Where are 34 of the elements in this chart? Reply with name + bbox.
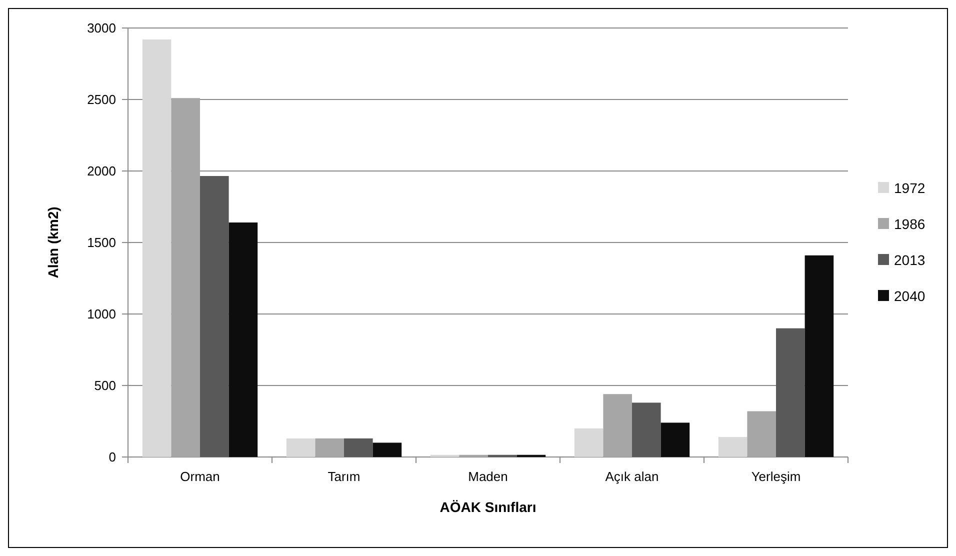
- x-tick-label: Tarım: [328, 469, 360, 484]
- legend-label: 1986: [894, 216, 926, 232]
- bar: [660, 422, 690, 457]
- x-tick-label: Yerleşim: [751, 469, 801, 484]
- y-tick-label: 1000: [87, 306, 116, 322]
- y-tick-label: 3000: [87, 20, 116, 36]
- y-tick-label: 500: [94, 378, 116, 394]
- bar: [344, 438, 373, 457]
- bar: [603, 394, 632, 457]
- bar: [718, 436, 748, 457]
- y-axis-title: Alan (km2): [45, 206, 61, 278]
- legend-label: 1972: [894, 180, 926, 196]
- bar: [747, 411, 776, 457]
- bar: [804, 255, 834, 457]
- bar: [171, 98, 200, 457]
- bar: [372, 442, 402, 457]
- bar: [776, 328, 805, 457]
- bar: [228, 222, 258, 457]
- bar: [286, 438, 316, 457]
- bar: [315, 438, 344, 457]
- x-tick-label: Maden: [468, 469, 508, 484]
- x-tick-label: Orman: [180, 469, 220, 484]
- y-tick-label: 2000: [87, 164, 116, 179]
- y-tick-label: 0: [108, 450, 116, 465]
- bar: [632, 402, 661, 457]
- x-axis-title: AÖAK Sınıfları: [440, 499, 536, 515]
- y-tick-label: 2500: [87, 92, 116, 108]
- y-tick-label: 1500: [87, 235, 116, 250]
- bar: [574, 428, 604, 457]
- legend-label: 2013: [894, 252, 926, 268]
- bar: [200, 176, 229, 457]
- bar: [142, 39, 172, 457]
- legend-label: 2040: [894, 288, 926, 304]
- x-tick-label: Açık alan: [605, 469, 659, 484]
